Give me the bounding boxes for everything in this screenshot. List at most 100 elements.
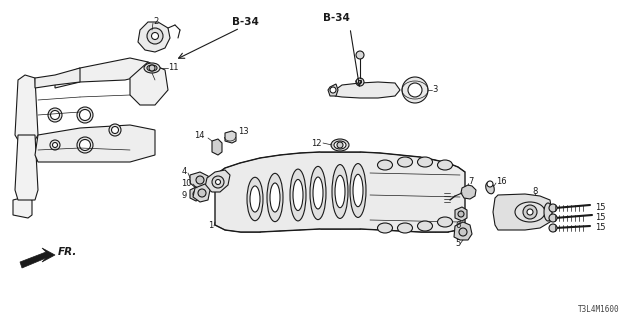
Ellipse shape bbox=[378, 223, 392, 233]
Circle shape bbox=[149, 65, 155, 71]
Ellipse shape bbox=[397, 157, 413, 167]
Ellipse shape bbox=[267, 173, 283, 222]
Circle shape bbox=[408, 83, 422, 97]
Circle shape bbox=[51, 110, 60, 119]
Polygon shape bbox=[193, 184, 210, 202]
Ellipse shape bbox=[515, 202, 545, 222]
Polygon shape bbox=[13, 197, 32, 218]
Text: 12: 12 bbox=[312, 139, 322, 148]
Polygon shape bbox=[335, 82, 400, 98]
Polygon shape bbox=[461, 185, 476, 199]
Ellipse shape bbox=[397, 223, 413, 233]
Ellipse shape bbox=[438, 160, 452, 170]
Polygon shape bbox=[35, 125, 155, 162]
Ellipse shape bbox=[335, 175, 345, 208]
Polygon shape bbox=[493, 194, 552, 230]
Text: FR.: FR. bbox=[58, 247, 77, 257]
Ellipse shape bbox=[290, 169, 306, 221]
Circle shape bbox=[147, 28, 163, 44]
Polygon shape bbox=[215, 152, 465, 232]
Ellipse shape bbox=[353, 174, 363, 207]
Polygon shape bbox=[55, 58, 148, 88]
Circle shape bbox=[458, 211, 464, 217]
Circle shape bbox=[337, 142, 343, 148]
Ellipse shape bbox=[486, 182, 494, 194]
Text: 15: 15 bbox=[595, 213, 605, 222]
Polygon shape bbox=[20, 248, 55, 268]
Polygon shape bbox=[15, 75, 38, 140]
Circle shape bbox=[459, 228, 467, 236]
Circle shape bbox=[79, 109, 90, 121]
Ellipse shape bbox=[313, 177, 323, 209]
Ellipse shape bbox=[417, 157, 433, 167]
Circle shape bbox=[193, 191, 199, 197]
Text: 14: 14 bbox=[195, 132, 205, 140]
Polygon shape bbox=[205, 170, 230, 192]
Circle shape bbox=[77, 107, 93, 123]
Text: 6: 6 bbox=[455, 220, 461, 229]
Polygon shape bbox=[35, 68, 80, 88]
Polygon shape bbox=[190, 187, 202, 201]
Ellipse shape bbox=[293, 180, 303, 211]
Text: 2: 2 bbox=[153, 18, 158, 27]
Text: B-34: B-34 bbox=[323, 13, 350, 23]
Circle shape bbox=[358, 81, 362, 84]
Circle shape bbox=[196, 176, 204, 184]
Text: T3L4M1600: T3L4M1600 bbox=[579, 305, 620, 314]
Circle shape bbox=[330, 87, 336, 93]
Ellipse shape bbox=[378, 160, 392, 170]
Ellipse shape bbox=[350, 164, 366, 218]
Circle shape bbox=[48, 108, 62, 122]
Circle shape bbox=[356, 78, 364, 86]
Polygon shape bbox=[212, 139, 222, 155]
Polygon shape bbox=[15, 135, 38, 200]
Circle shape bbox=[549, 224, 557, 232]
Text: 7: 7 bbox=[468, 178, 474, 187]
Text: 1: 1 bbox=[208, 220, 213, 229]
Polygon shape bbox=[190, 172, 210, 188]
Polygon shape bbox=[225, 131, 236, 143]
Circle shape bbox=[50, 140, 60, 150]
Circle shape bbox=[198, 189, 206, 197]
Text: 15: 15 bbox=[595, 204, 605, 212]
Ellipse shape bbox=[544, 203, 552, 221]
Text: 13: 13 bbox=[238, 126, 248, 135]
Text: B-34: B-34 bbox=[232, 17, 259, 27]
Circle shape bbox=[487, 181, 493, 187]
Circle shape bbox=[549, 214, 557, 222]
Text: 10: 10 bbox=[182, 179, 192, 188]
Text: 8: 8 bbox=[532, 188, 538, 196]
Circle shape bbox=[523, 205, 537, 219]
Ellipse shape bbox=[332, 164, 348, 219]
Circle shape bbox=[79, 140, 90, 150]
Text: 9: 9 bbox=[182, 190, 187, 199]
Ellipse shape bbox=[247, 177, 263, 221]
Polygon shape bbox=[130, 62, 168, 105]
Circle shape bbox=[77, 137, 93, 153]
Ellipse shape bbox=[334, 141, 346, 149]
Circle shape bbox=[212, 176, 224, 188]
Polygon shape bbox=[328, 84, 338, 96]
Circle shape bbox=[216, 180, 221, 185]
Polygon shape bbox=[455, 207, 467, 221]
Ellipse shape bbox=[250, 186, 260, 212]
Circle shape bbox=[152, 33, 159, 39]
Circle shape bbox=[111, 126, 118, 133]
Circle shape bbox=[402, 77, 428, 103]
Text: 11: 11 bbox=[168, 63, 179, 73]
Circle shape bbox=[356, 51, 364, 59]
Circle shape bbox=[527, 209, 533, 215]
Circle shape bbox=[52, 142, 58, 148]
Text: 16: 16 bbox=[496, 178, 507, 187]
Ellipse shape bbox=[331, 139, 349, 151]
Ellipse shape bbox=[438, 217, 452, 227]
Ellipse shape bbox=[144, 63, 160, 73]
Text: 5: 5 bbox=[456, 238, 461, 247]
Text: 4: 4 bbox=[182, 167, 187, 177]
Text: 15: 15 bbox=[595, 223, 605, 233]
Ellipse shape bbox=[270, 183, 280, 212]
Circle shape bbox=[549, 204, 557, 212]
Ellipse shape bbox=[147, 65, 157, 71]
Ellipse shape bbox=[310, 166, 326, 220]
Circle shape bbox=[109, 124, 121, 136]
